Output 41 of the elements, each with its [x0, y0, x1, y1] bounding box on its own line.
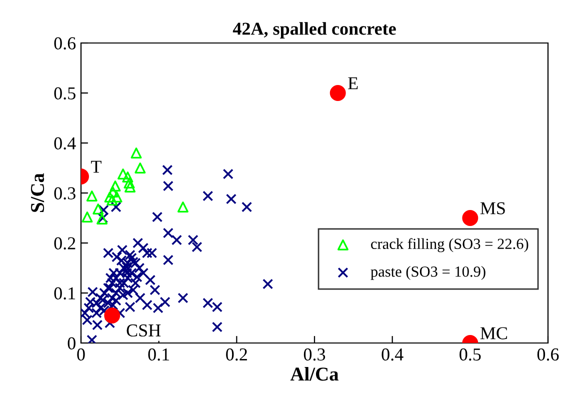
point: [110, 180, 121, 192]
y-tick-label: 0.2: [54, 237, 76, 250]
y-tick-label: 0.5: [54, 87, 76, 100]
point: [86, 190, 98, 202]
point: [124, 182, 136, 192]
point: [111, 192, 122, 202]
x-tick-label: 0.6: [537, 348, 559, 361]
point: [118, 168, 129, 180]
point: [106, 194, 118, 206]
point: [92, 204, 104, 214]
chart-title: 42A, spalled concrete: [232, 22, 396, 39]
point: [104, 308, 120, 324]
x-tick-label: 0.2: [226, 348, 247, 361]
x-tick-label: 0.5: [460, 348, 481, 361]
x-tick-label: 0.3: [304, 348, 326, 361]
point: [462, 210, 478, 226]
point: [177, 202, 188, 212]
annotation: E: [348, 77, 358, 90]
y-tick-label: 0.3: [54, 187, 76, 200]
x-tick-label: 0.1: [148, 348, 170, 361]
y-tick-label: 0.1: [54, 287, 76, 300]
point: [130, 148, 142, 158]
y-axis-title: S/Ca: [30, 173, 44, 212]
legend-label: crack filling (SO3 = 22.6): [371, 238, 528, 252]
x-tick-label: 0: [77, 348, 85, 361]
point: [124, 178, 135, 188]
y-tick-label: 0: [68, 337, 76, 350]
annotation: T: [91, 160, 102, 173]
x-axis-title: Al/Ca: [290, 367, 339, 381]
y-tick-label: 0.4: [54, 137, 76, 150]
point: [134, 162, 146, 174]
x-tick-label: 0.4: [382, 348, 404, 361]
point: [122, 172, 134, 182]
point: [82, 212, 93, 222]
annotation: CSH: [126, 324, 161, 337]
legend-label: paste (SO3 = 10.9): [370, 266, 486, 280]
point: [104, 192, 116, 202]
y-tick-label: 0.6: [54, 37, 76, 50]
point: [330, 85, 346, 101]
annotation: MS: [480, 202, 505, 214]
annotation: MC: [480, 327, 507, 340]
